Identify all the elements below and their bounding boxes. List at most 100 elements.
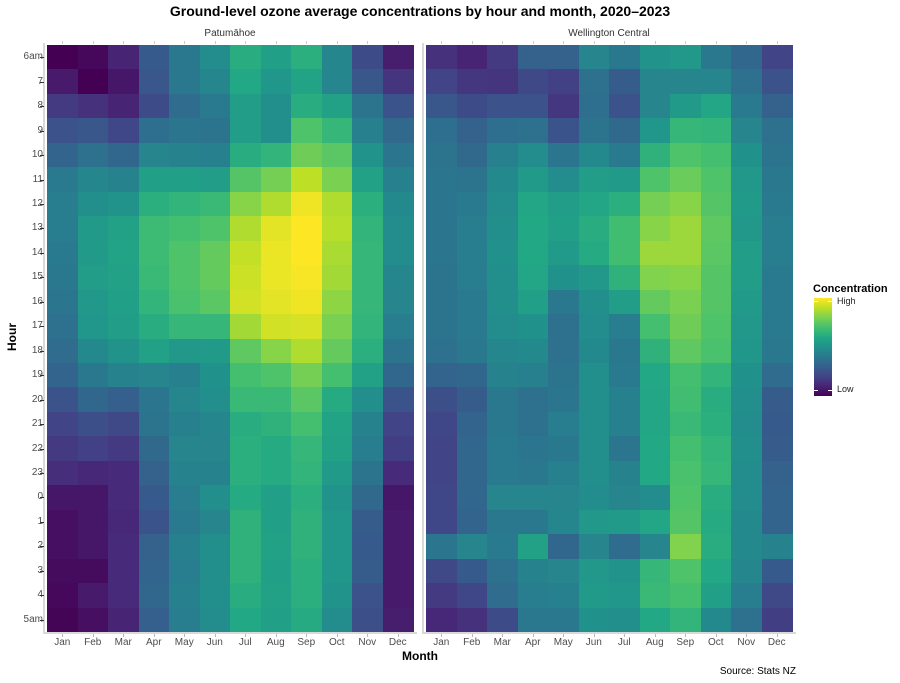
heatmap-cell xyxy=(260,387,292,413)
heatmap-cell xyxy=(199,534,231,560)
heatmap-cell xyxy=(670,558,702,584)
heatmap-cell xyxy=(456,583,488,609)
heatmap-cell xyxy=(47,240,79,266)
y-tick-mark xyxy=(40,179,44,181)
x-tick-mark xyxy=(275,634,277,637)
heatmap-cell xyxy=(487,583,519,609)
heatmap-cell xyxy=(47,191,79,217)
heatmap-cell xyxy=(487,93,519,119)
heatmap-cell xyxy=(47,93,79,119)
heatmap-cell xyxy=(548,240,580,266)
heatmap-cell xyxy=(230,93,262,119)
heatmap-cell xyxy=(517,362,549,388)
heatmap-cell xyxy=(138,558,170,584)
heatmap-cell xyxy=(639,142,671,168)
heatmap-cell xyxy=(77,387,109,413)
heatmap-cell xyxy=(169,583,201,609)
heatmap-cell xyxy=(517,93,549,119)
x-tick-mark xyxy=(397,634,399,637)
heatmap-cell xyxy=(548,558,580,584)
heatmap-cell xyxy=(260,265,292,291)
heatmap-cell xyxy=(761,387,793,413)
heatmap-cell xyxy=(291,289,323,315)
heatmap-cell xyxy=(47,314,79,340)
heatmap-cell xyxy=(199,142,231,168)
chart-title: Ground-level ozone average concentration… xyxy=(169,3,671,19)
heatmap-cell xyxy=(517,436,549,462)
heatmap-cell xyxy=(700,69,732,95)
heatmap-cell xyxy=(321,338,353,364)
heatmap-cell xyxy=(517,411,549,437)
heatmap-cell xyxy=(426,191,458,217)
heatmap-cell xyxy=(291,534,323,560)
heatmap-cell xyxy=(548,485,580,511)
heatmap-cell xyxy=(426,509,458,535)
heatmap-panel-wellington-central xyxy=(426,45,793,633)
heatmap-cell xyxy=(761,167,793,193)
heatmap-cell xyxy=(77,607,109,633)
heatmap-cell xyxy=(382,118,414,144)
y-tick-label: 14 xyxy=(31,246,43,258)
heatmap-cell xyxy=(700,558,732,584)
heatmap-cell xyxy=(578,509,610,535)
y-tick-mark xyxy=(40,81,44,83)
heatmap-cell xyxy=(199,362,231,388)
heatmap-cell xyxy=(108,240,140,266)
y-tick-label: 7 xyxy=(37,76,43,87)
top-tick-mark xyxy=(654,41,656,44)
x-tick-mark xyxy=(715,634,717,637)
heatmap-cell xyxy=(291,509,323,535)
heatmap-cell xyxy=(761,142,793,168)
heatmap-cell xyxy=(352,485,384,511)
heatmap-cell xyxy=(517,216,549,242)
heatmap-cell xyxy=(321,142,353,168)
heatmap-cell xyxy=(578,289,610,315)
heatmap-cell xyxy=(700,534,732,560)
heatmap-cell xyxy=(352,93,384,119)
heatmap-cell xyxy=(138,509,170,535)
heatmap-cell xyxy=(230,534,262,560)
heatmap-cell xyxy=(670,45,702,71)
top-tick-mark xyxy=(153,41,155,44)
y-tick-label: 20 xyxy=(31,393,43,405)
y-tick-mark xyxy=(40,106,44,108)
heatmap-cell xyxy=(230,69,262,95)
heatmap-cell xyxy=(169,558,201,584)
y-tick-label: 23 xyxy=(31,467,43,479)
heatmap-cell xyxy=(578,338,610,364)
heatmap-cell xyxy=(352,460,384,486)
heatmap-cell xyxy=(352,362,384,388)
heatmap-cell xyxy=(731,534,763,560)
heatmap-cell xyxy=(382,558,414,584)
heatmap-cell xyxy=(639,509,671,535)
heatmap-cell xyxy=(260,142,292,168)
heatmap-cell xyxy=(382,607,414,633)
heatmap-cell xyxy=(548,509,580,535)
heatmap-cell xyxy=(199,216,231,242)
heatmap-cell xyxy=(761,509,793,535)
heatmap-cell xyxy=(426,289,458,315)
heatmap-cell xyxy=(456,534,488,560)
heatmap-cell xyxy=(700,411,732,437)
x-tick-mark xyxy=(92,634,94,637)
heatmap-cell xyxy=(199,436,231,462)
heatmap-cell xyxy=(609,69,641,95)
heatmap-cell xyxy=(169,387,201,413)
heatmap-cell xyxy=(382,411,414,437)
heatmap-cell xyxy=(426,69,458,95)
heatmap-cell xyxy=(487,240,519,266)
heatmap-cell xyxy=(761,118,793,144)
y-tick-label: 0 xyxy=(37,491,43,502)
heatmap-cell xyxy=(731,411,763,437)
heatmap-cell xyxy=(169,45,201,71)
heatmap-cell xyxy=(230,558,262,584)
heatmap-cell xyxy=(291,265,323,291)
heatmap-cell xyxy=(670,534,702,560)
heatmap-cell xyxy=(138,167,170,193)
x-tick-label: Oct xyxy=(707,637,724,648)
heatmap-cell xyxy=(382,460,414,486)
heatmap-cell xyxy=(169,93,201,119)
heatmap-cell xyxy=(487,362,519,388)
y-tick-label: 16 xyxy=(31,295,43,307)
legend-tick-low-right xyxy=(828,390,832,391)
